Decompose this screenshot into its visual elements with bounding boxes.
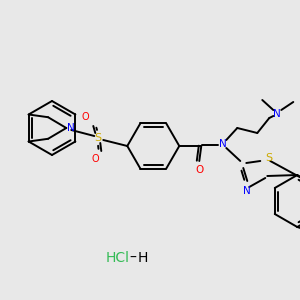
Text: –: – <box>130 251 136 265</box>
Text: O: O <box>92 154 99 164</box>
Text: H: H <box>138 251 148 265</box>
Text: HCl: HCl <box>106 251 130 265</box>
Text: O: O <box>195 165 203 175</box>
Text: S: S <box>266 153 273 163</box>
Text: N: N <box>273 109 281 119</box>
Text: O: O <box>82 112 89 122</box>
Text: S: S <box>95 133 102 143</box>
Text: N: N <box>243 186 251 196</box>
Text: N: N <box>219 139 227 149</box>
Text: N: N <box>68 123 75 133</box>
